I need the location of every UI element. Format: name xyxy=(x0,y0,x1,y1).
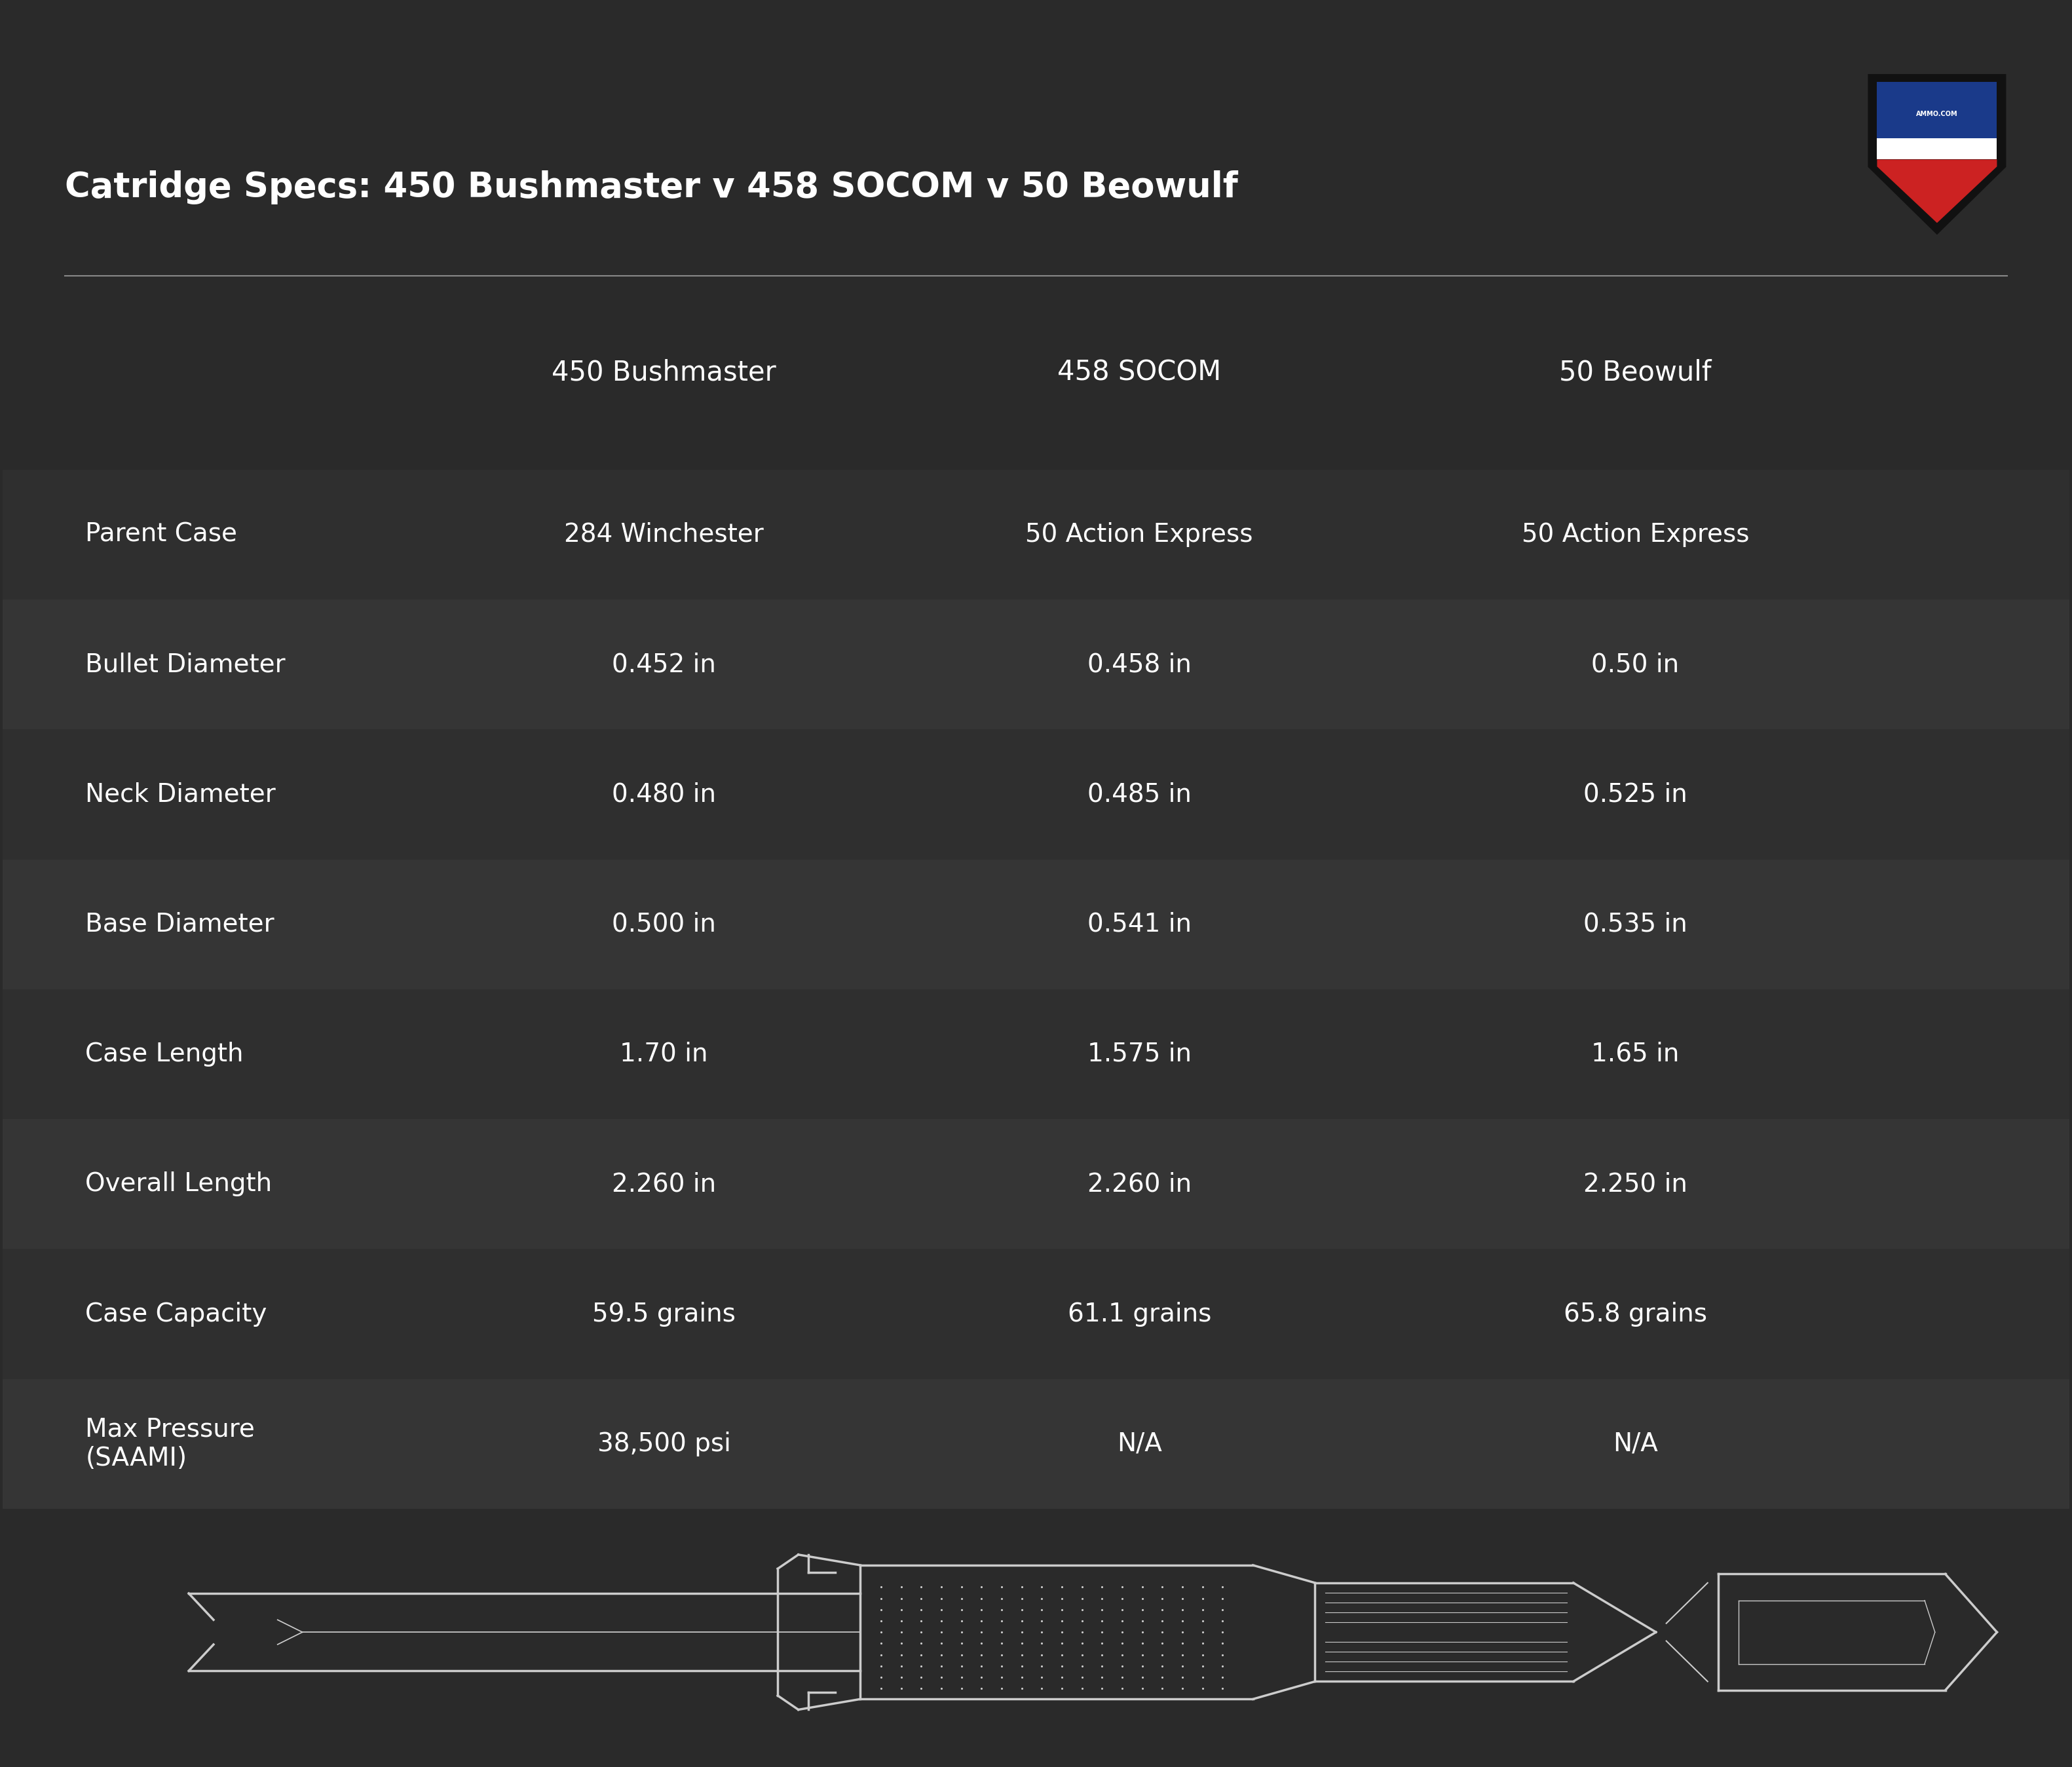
Text: Base Diameter: Base Diameter xyxy=(85,912,274,937)
Text: 0.535 in: 0.535 in xyxy=(1583,912,1687,937)
Bar xyxy=(2,990,2070,1119)
Text: 284 Winchester: 284 Winchester xyxy=(564,521,765,548)
Text: 61.1 grains: 61.1 grains xyxy=(1067,1302,1212,1327)
Text: Overall Length: Overall Length xyxy=(85,1172,271,1196)
Text: Neck Diameter: Neck Diameter xyxy=(85,781,276,808)
Polygon shape xyxy=(1877,81,1997,138)
Text: 450 Bushmaster: 450 Bushmaster xyxy=(551,359,777,387)
Text: 2.260 in: 2.260 in xyxy=(611,1172,717,1196)
Text: Parent Case: Parent Case xyxy=(85,521,238,548)
Text: Max Pressure
(SAAMI): Max Pressure (SAAMI) xyxy=(85,1417,255,1470)
Text: 0.541 in: 0.541 in xyxy=(1088,912,1191,937)
Text: 1.575 in: 1.575 in xyxy=(1088,1043,1191,1067)
Polygon shape xyxy=(1869,74,2006,233)
Text: 0.50 in: 0.50 in xyxy=(1591,652,1678,677)
Bar xyxy=(2,470,2070,599)
Text: Case Capacity: Case Capacity xyxy=(85,1302,267,1327)
Text: 2.250 in: 2.250 in xyxy=(1583,1172,1687,1196)
Text: 50 Beowulf: 50 Beowulf xyxy=(1558,359,1711,387)
Polygon shape xyxy=(1877,159,1997,223)
Text: Case Length: Case Length xyxy=(85,1043,244,1067)
Text: 0.485 in: 0.485 in xyxy=(1088,781,1191,808)
Polygon shape xyxy=(1877,138,1997,159)
Text: 59.5 grains: 59.5 grains xyxy=(593,1302,736,1327)
Text: 458 SOCOM: 458 SOCOM xyxy=(1057,359,1220,387)
Bar xyxy=(2,859,2070,990)
Text: 0.458 in: 0.458 in xyxy=(1088,652,1191,677)
Text: 65.8 grains: 65.8 grains xyxy=(1564,1302,1707,1327)
Text: 0.480 in: 0.480 in xyxy=(611,781,717,808)
Text: 2.260 in: 2.260 in xyxy=(1088,1172,1191,1196)
Text: 0.500 in: 0.500 in xyxy=(611,912,717,937)
Text: N/A: N/A xyxy=(1117,1431,1162,1456)
Text: 0.452 in: 0.452 in xyxy=(611,652,717,677)
Bar xyxy=(2,1249,2070,1378)
Bar xyxy=(2,730,2070,859)
Bar xyxy=(2,1378,2070,1509)
Text: Catridge Specs: 450 Bushmaster v 458 SOCOM v 50 Beowulf: Catridge Specs: 450 Bushmaster v 458 SOC… xyxy=(64,171,1237,205)
Bar xyxy=(2,599,2070,730)
Text: 50 Action Express: 50 Action Express xyxy=(1026,521,1254,548)
Text: 1.70 in: 1.70 in xyxy=(620,1043,709,1067)
Text: N/A: N/A xyxy=(1612,1431,1658,1456)
Text: 0.525 in: 0.525 in xyxy=(1583,781,1687,808)
Text: 38,500 psi: 38,500 psi xyxy=(597,1431,731,1456)
Text: 50 Action Express: 50 Action Express xyxy=(1521,521,1749,548)
Text: AMMO.COM: AMMO.COM xyxy=(1917,110,1958,117)
Text: Bullet Diameter: Bullet Diameter xyxy=(85,652,286,677)
Bar xyxy=(2,1119,2070,1249)
Text: 1.65 in: 1.65 in xyxy=(1591,1043,1678,1067)
